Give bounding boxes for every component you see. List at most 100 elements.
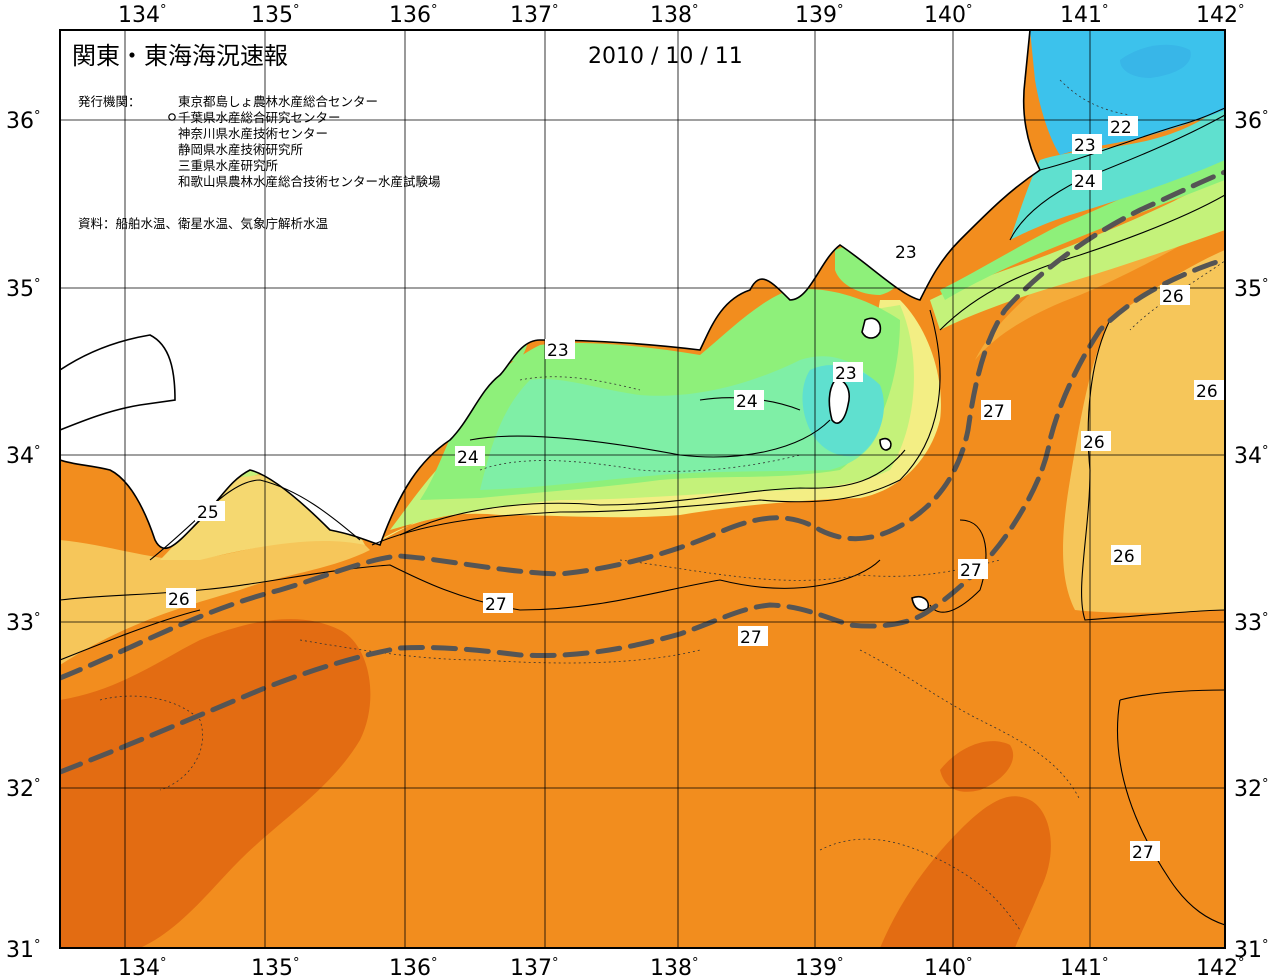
- contour-label: 24: [734, 390, 764, 412]
- temp-zone-22-kanto: [1010, 105, 1225, 240]
- contour-label: 25: [195, 501, 225, 523]
- issuers-label: 発行機関：: [78, 94, 141, 109]
- contour-label: 26: [1160, 285, 1190, 307]
- isotherm: [399, 449, 906, 536]
- kuroshio-current-north-edge: [60, 169, 1225, 681]
- latitude-label: 34°: [6, 444, 41, 469]
- svg-text:23: 23: [1074, 136, 1096, 156]
- contour-label: 27: [958, 559, 988, 581]
- longitude-label: 136°: [389, 956, 438, 980]
- latitude-label: 34°: [1234, 444, 1269, 469]
- svg-text:27: 27: [740, 628, 762, 648]
- svg-text:24: 24: [457, 448, 479, 468]
- svg-text:26: 26: [1162, 287, 1184, 307]
- contour-label: 26: [166, 588, 196, 610]
- contour-label: 27: [1130, 841, 1160, 863]
- longitude-label: 139°: [795, 3, 844, 28]
- isotherm-dotted: [819, 838, 1021, 931]
- longitude-label: 142°: [1196, 3, 1245, 28]
- svg-text:25: 25: [197, 503, 219, 523]
- land-hachijo: [911, 595, 930, 612]
- map-frame: [59, 29, 1226, 949]
- svg-text:27: 27: [983, 402, 1005, 422]
- isotherm-dotted: [299, 639, 701, 664]
- land-awaji-shikoku: [60, 334, 176, 431]
- svg-text:23: 23: [835, 364, 857, 384]
- isotherm: [1081, 319, 1225, 621]
- latitude-labels-right: 36° 35° 34° 33° 32° 31°: [1234, 109, 1269, 963]
- svg-text:23: 23: [547, 341, 569, 361]
- longitude-label: 141°: [1060, 956, 1109, 980]
- longitude-labels-bottom: 134° 135° 136° 137° 138° 139° 140° 141° …: [118, 956, 1245, 980]
- svg-text:26: 26: [1196, 382, 1218, 402]
- issuer-org: 千葉県水産総合研究センター: [178, 110, 341, 125]
- latitude-label: 32°: [6, 777, 41, 802]
- issuer-org: 三重県水産研究所: [178, 158, 278, 173]
- svg-text:26: 26: [168, 590, 190, 610]
- contour-label: 27: [981, 400, 1011, 422]
- longitude-label: 135°: [251, 956, 300, 980]
- isotherm-dotted: [1059, 79, 1131, 116]
- contour-label: 27: [738, 626, 768, 648]
- contour-label: 22: [1108, 116, 1138, 138]
- contour-label: 23: [545, 339, 575, 361]
- isotherm-dotted: [619, 559, 1001, 581]
- land-miyake: [879, 437, 892, 451]
- temp-zone-21: [1120, 44, 1191, 78]
- longitude-label: 137°: [510, 956, 559, 980]
- longitude-labels-top: 134° 135° 136° 137° 138° 139° 140° 141° …: [118, 3, 1245, 28]
- land-izu-oshima: [861, 317, 882, 339]
- contour-label: 26: [1111, 545, 1141, 567]
- isotherm-dotted: [519, 376, 641, 391]
- longitude-label: 140°: [924, 956, 973, 980]
- contour-label: 24: [455, 446, 485, 468]
- map-title: 関東・東海海況速報: [72, 42, 288, 70]
- longitude-label: 136°: [389, 3, 438, 28]
- longitude-label: 140°: [924, 3, 973, 28]
- latitude-label: 36°: [1234, 109, 1269, 134]
- issuer-org: 東京都島しょ農林水産総合センター: [178, 94, 378, 109]
- temp-zone-26-east: [1063, 250, 1225, 613]
- chiba-marker-icon: [168, 113, 176, 121]
- issuer-org: 静岡県水産技術研究所: [178, 142, 303, 157]
- contour-label: 23: [833, 362, 863, 384]
- latitude-label: 33°: [1234, 611, 1269, 636]
- temp-zone-24-kanto: [930, 175, 1225, 330]
- isotherm-dotted: [479, 454, 801, 472]
- contour-label: 26: [1194, 380, 1224, 402]
- longitude-label: 135°: [251, 3, 300, 28]
- temp-zone-27-dark: [60, 619, 371, 948]
- svg-text:27: 27: [960, 561, 982, 581]
- isotherm: [149, 479, 361, 561]
- map-body: [60, 30, 1225, 948]
- isotherm: [929, 519, 987, 613]
- kuroshio-current-south-edge: [60, 257, 1225, 775]
- isotherm: [60, 609, 201, 661]
- longitude-label: 137°: [510, 3, 559, 28]
- temp-zone-26-west: [60, 537, 370, 665]
- svg-text:27: 27: [485, 595, 507, 615]
- svg-text:23: 23: [895, 243, 917, 263]
- contour-label: 23: [1072, 134, 1102, 156]
- longitude-label: 134°: [118, 3, 167, 28]
- latitude-label: 32°: [1234, 777, 1269, 802]
- contour-label: 27: [483, 593, 513, 615]
- latitude-labels-left: 36° 35° 34° 33° 32° 31°: [6, 109, 41, 963]
- longitude-label: 138°: [650, 956, 699, 980]
- longitude-label: 141°: [1060, 3, 1109, 28]
- issuer-org: 和歌山県農林水産総合技術センター水産試験場: [178, 174, 441, 189]
- svg-text:27: 27: [1132, 843, 1154, 863]
- latitude-label: 33°: [6, 611, 41, 636]
- svg-text:24: 24: [736, 392, 758, 412]
- isotherm: [1039, 107, 1225, 171]
- latitude-label: 35°: [1234, 277, 1269, 302]
- longitude-label: 138°: [650, 3, 699, 28]
- latitude-label: 36°: [6, 109, 41, 134]
- longitude-label: 142°: [1196, 956, 1245, 980]
- contour-label: 23: [893, 241, 923, 263]
- isotherm: [60, 559, 881, 611]
- contour-label: 26: [1081, 431, 1111, 453]
- svg-text:26: 26: [1083, 433, 1105, 453]
- land-tokyo-bay-inlet: [828, 379, 850, 424]
